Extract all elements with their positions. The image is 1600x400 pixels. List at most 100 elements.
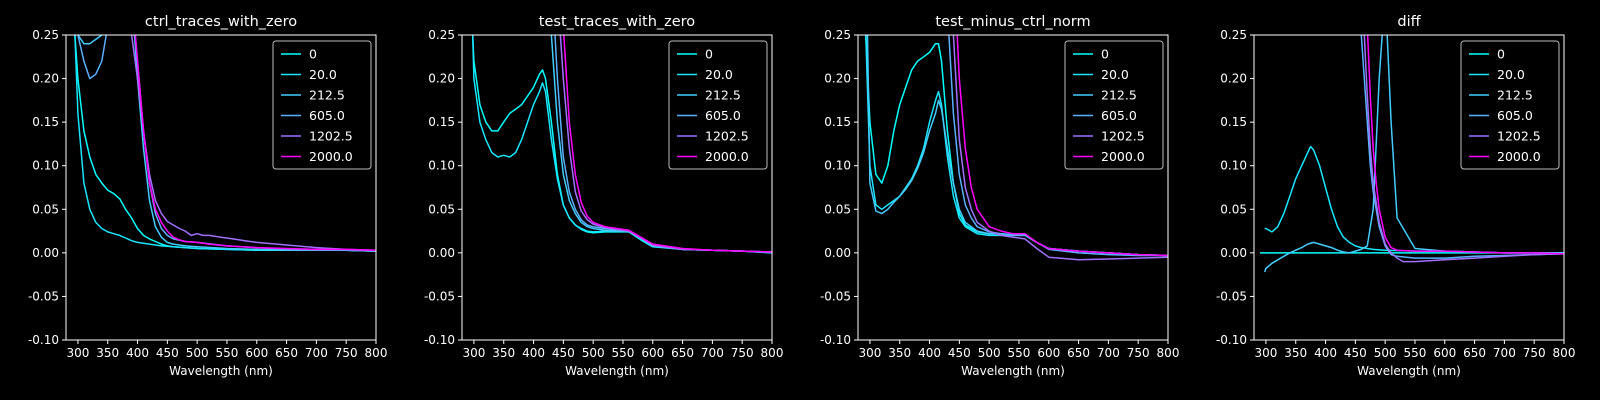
y-tick-label: 0.00 — [32, 246, 59, 260]
y-tick-label: 0.25 — [32, 28, 59, 42]
series-line-5 — [563, 35, 772, 253]
axes-frame — [461, 34, 773, 341]
series-line-1 — [471, 35, 772, 254]
x-tick-label: 500 — [978, 346, 1001, 360]
series-line-2 — [1263, 35, 1564, 273]
chart-panel-3: 300 350 400 450 500 550 600 650 700 750 800 -0.10 -0… — [1216, 14, 1576, 378]
axes-frame — [857, 34, 1169, 341]
x-tick-label: 800 — [1157, 346, 1180, 360]
x-tick-label: 650 — [1463, 346, 1486, 360]
x-tick-label: 400 — [1314, 346, 1337, 360]
legend-entry: 20.0 — [705, 67, 733, 82]
x-tick-label: 450 — [1344, 346, 1367, 360]
y-tick-label: -0.05 — [28, 289, 59, 303]
series-line-5 — [134, 35, 376, 251]
y-tick-label: 0.10 — [1220, 159, 1247, 173]
legend-entry: 605.0 — [705, 108, 741, 123]
x-tick-label: 300 — [462, 346, 485, 360]
chart-title: diff — [1397, 14, 1421, 30]
legend-entry: 0 — [705, 47, 713, 62]
chart-title: test_traces_with_zero — [539, 14, 696, 30]
x-tick-label: 750 — [1523, 346, 1546, 360]
y-tick-label: 0.25 — [1220, 28, 1247, 42]
legend-entry: 605.0 — [1101, 108, 1137, 123]
x-tick-label: 600 — [1037, 346, 1060, 360]
legend-entry: 0 — [309, 47, 317, 62]
x-tick-label: 450 — [552, 346, 575, 360]
series-line-5 — [1366, 35, 1564, 255]
y-tick-label: -0.05 — [820, 289, 851, 303]
x-tick-label: 600 — [245, 346, 268, 360]
legend-entry: 1202.5 — [1497, 129, 1541, 144]
y-tick-label: 0.25 — [824, 28, 851, 42]
legend-entry: 212.5 — [309, 88, 345, 103]
x-tick-label: 450 — [156, 346, 179, 360]
series-line-3 — [948, 35, 1168, 257]
y-tick-label: 0.20 — [824, 72, 851, 86]
legend-entry: 605.0 — [1497, 108, 1533, 123]
x-tick-label: 750 — [731, 346, 754, 360]
legend-entry: 1202.5 — [705, 129, 749, 144]
chart-title: ctrl_traces_with_zero — [145, 14, 297, 30]
series-group — [1260, 35, 1564, 273]
y-tick-label: 0.05 — [1220, 202, 1247, 216]
series-group — [471, 35, 772, 254]
x-tick-label: 550 — [216, 346, 239, 360]
x-tick-label: 300 — [1254, 346, 1277, 360]
legend-entry: 605.0 — [309, 108, 345, 123]
x-tick-label: 550 — [1404, 346, 1427, 360]
y-tick-label: 0.15 — [428, 115, 455, 129]
legend: 0 20.0 212.5 605.0 1202.5 2000.0 — [1064, 40, 1164, 170]
y-tick-label: 0.00 — [428, 246, 455, 260]
y-tick-label: 0.20 — [1220, 72, 1247, 86]
legend-box — [1460, 40, 1560, 170]
series-line-5 — [956, 35, 1168, 257]
y-tick-label: 0.00 — [1220, 246, 1247, 260]
series-group — [74, 35, 376, 252]
x-tick-label: 650 — [1067, 346, 1090, 360]
series-line-4 — [952, 35, 1168, 261]
legend-entry: 1202.5 — [1101, 129, 1145, 144]
x-tick-label: 300 — [66, 346, 89, 360]
legend: 0 20.0 212.5 605.0 1202.5 2000.0 — [668, 40, 768, 170]
x-tick-label: 500 — [582, 346, 605, 360]
axes-frame — [1253, 34, 1565, 341]
x-tick-label: 550 — [612, 346, 635, 360]
legend-box — [272, 40, 372, 170]
x-tick-label: 700 — [1493, 346, 1516, 360]
x-tick-label: 450 — [948, 346, 971, 360]
y-tick-label: 0.15 — [824, 115, 851, 129]
legend-entry: 212.5 — [1497, 88, 1533, 103]
legend: 0 20.0 212.5 605.0 1202.5 2000.0 — [272, 40, 372, 170]
chart-panel-0: 300 350 400 450 500 550 600 650 700 750 800 -0.10 -0… — [28, 14, 388, 378]
legend: 0 20.0 212.5 605.0 1202.5 2000.0 — [1460, 40, 1560, 170]
y-tick-label: -0.05 — [1216, 289, 1247, 303]
legend-entry: 2000.0 — [705, 149, 749, 164]
legend-entry: 0 — [1497, 47, 1505, 62]
y-tick-label: 0.15 — [1220, 115, 1247, 129]
y-tick-label: -0.10 — [424, 333, 455, 347]
x-tick-label: 650 — [671, 346, 694, 360]
chart-title: test_minus_ctrl_norm — [935, 14, 1090, 30]
legend-entry: 20.0 — [1101, 67, 1129, 82]
legend-entry: 20.0 — [309, 67, 337, 82]
y-tick-label: 0.20 — [32, 72, 59, 86]
legend-entry: 0 — [1101, 47, 1109, 62]
x-tick-label: 700 — [305, 346, 328, 360]
chart-panel-2: 300 350 400 450 500 550 600 650 700 750 800 -0.10 -0… — [820, 14, 1180, 378]
legend-box — [1064, 40, 1164, 170]
y-tick-label: -0.10 — [1216, 333, 1247, 347]
y-tick-label: 0.15 — [32, 115, 59, 129]
y-tick-label: 0.25 — [428, 28, 455, 42]
x-tick-label: 550 — [1008, 346, 1031, 360]
series-group — [865, 35, 1168, 261]
legend-entry: 20.0 — [1497, 67, 1525, 82]
x-tick-label: 300 — [858, 346, 881, 360]
x-tick-label: 750 — [335, 346, 358, 360]
x-tick-label: 400 — [918, 346, 941, 360]
y-tick-label: 0.20 — [428, 72, 455, 86]
x-axis-label: Wavelength (nm) — [1357, 364, 1461, 378]
y-tick-label: -0.10 — [820, 333, 851, 347]
x-tick-label: 750 — [1127, 346, 1150, 360]
x-tick-label: 600 — [641, 346, 664, 360]
